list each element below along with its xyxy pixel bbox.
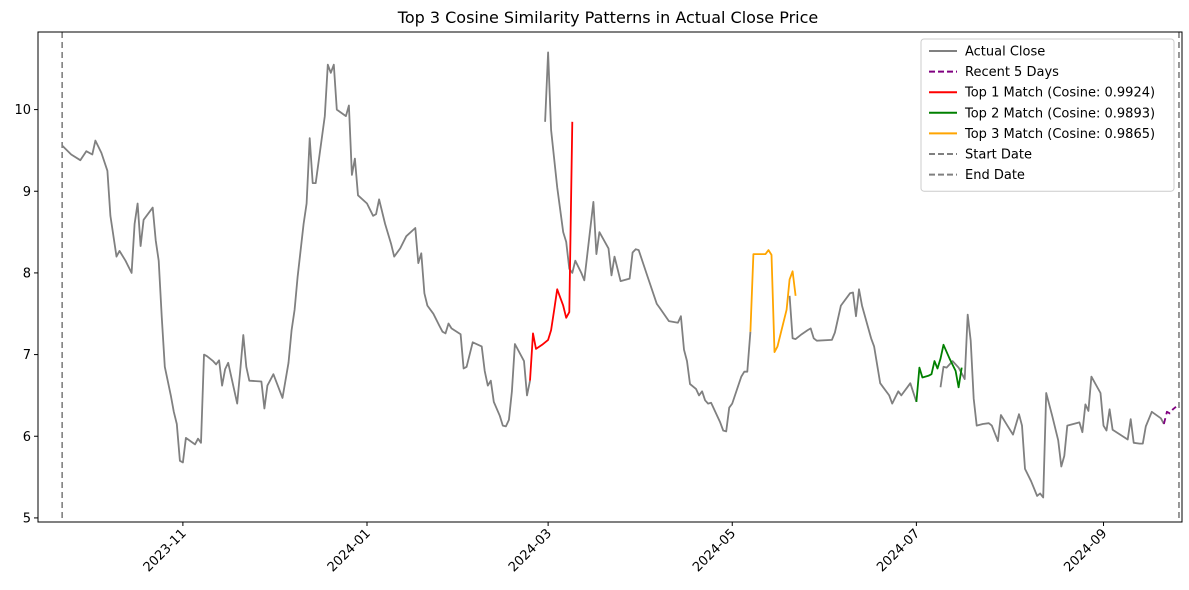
x-tick-label: 2024-05	[690, 526, 739, 575]
legend-label: Actual Close	[965, 45, 1045, 60]
x-tick-label: 2024-09	[1061, 526, 1110, 575]
y-tick-label: 6	[23, 430, 31, 445]
x-tick-label: 2024-01	[325, 526, 374, 575]
x-tick-label: 2024-03	[506, 526, 555, 575]
legend: Actual Close Recent 5 Days Top 1 Match (Co…	[920, 38, 1175, 192]
series-top-2-match-cosine-0-9893--line	[915, 343, 963, 402]
x-tick-label: 2024-07	[874, 526, 923, 575]
y-tick-label: 7	[23, 348, 31, 363]
x-tick-label: 2023-11	[141, 526, 190, 575]
series-recent-5-days-line	[1163, 406, 1177, 425]
legend-label: Start Date	[965, 148, 1032, 163]
series-actual-close-cont-3--line	[939, 313, 1165, 499]
plot-frame	[37, 31, 1183, 523]
y-tick-label: 10	[14, 103, 31, 118]
y-tick-label: 8	[23, 266, 31, 281]
legend-label: Recent 5 Days	[965, 65, 1059, 80]
series-actual-close-cont-2--line	[788, 288, 918, 405]
legend-label: End Date	[965, 168, 1025, 183]
series-actual-close-line	[61, 63, 531, 464]
chart-title: Top 3 Cosine Similarity Patterns in Actu…	[397, 8, 818, 27]
series-top-3-match-cosine-0-9865--line	[749, 249, 797, 354]
y-tick-label: 9	[23, 185, 31, 200]
legend-label: Top 1 Match (Cosine: 0.9924)	[964, 86, 1155, 101]
y-tick-label: 5	[23, 511, 31, 526]
series-top-1-match-cosine-0-9924--line	[529, 121, 574, 381]
legend-label: Top 3 Match (Cosine: 0.9865)	[964, 127, 1155, 142]
series-actual-close-cont--line	[544, 51, 752, 433]
legend-label: Top 2 Match (Cosine: 0.9893)	[964, 106, 1155, 121]
legend-box	[920, 38, 1175, 192]
plot-area	[61, 32, 1180, 522]
